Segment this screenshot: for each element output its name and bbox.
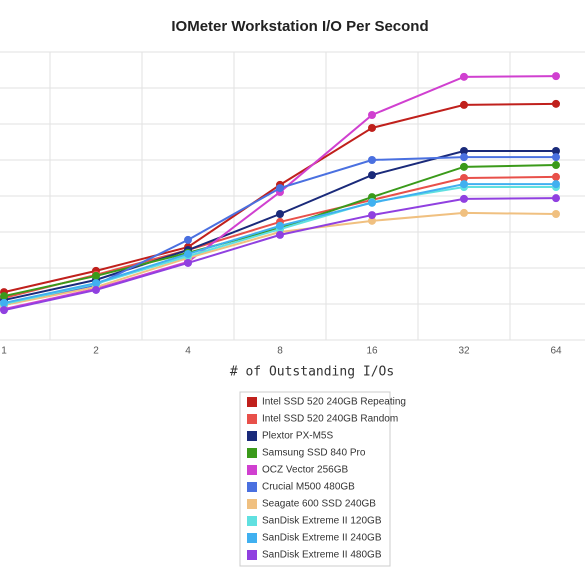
legend-swatch [247,550,257,560]
point [368,123,376,132]
legend-label: Crucial M500 480GB [262,482,355,493]
legend-label: SanDisk Extreme II 120GB [262,516,382,527]
point [460,100,468,109]
legend-swatch [247,533,257,543]
point [460,72,468,81]
series-line [3,186,556,305]
x-tick-label: 2 [93,346,99,357]
point [552,194,560,203]
point [460,194,468,203]
point [552,99,560,108]
point [368,171,376,180]
point [92,279,100,288]
point [92,271,100,280]
x-tick-label: 4 [185,346,191,357]
legend-swatch [247,397,257,407]
legend-swatch [247,482,257,492]
x-tick-label: 64 [550,346,562,357]
point [460,162,468,171]
point [0,298,8,307]
legend [239,391,391,567]
point [184,235,192,244]
series-line [3,183,556,304]
point [460,208,468,217]
legend-label: Intel SSD 520 240GB Random [262,414,398,425]
point [368,156,376,164]
x-axis-title: # of Outstanding I/Os [230,365,394,380]
legend-swatch [247,414,257,424]
point [276,210,284,218]
point [552,210,560,218]
point [0,292,8,301]
point [276,184,284,193]
x-tick-label: 16 [366,346,378,357]
chart-title: IOMeter Workstation I/O Per Second [171,18,428,35]
point [92,285,100,294]
point [368,198,376,207]
point [552,180,560,189]
point [460,153,468,162]
legend-label: OCZ Vector 256GB [262,465,348,476]
point [368,211,376,220]
legend-label: Plextor PX-M5S [262,431,333,442]
point [552,147,560,155]
x-tick-label: 32 [458,346,470,357]
legend-label: Samsung SSD 840 Pro [262,448,366,459]
point [276,230,284,239]
x-tick-label: 1 [1,346,7,357]
point [184,258,192,267]
point [552,172,560,181]
point [0,306,8,315]
legend-swatch [247,431,257,441]
point [552,153,560,162]
legend-label: Intel SSD 520 240GB Repeating [262,397,406,408]
point [368,216,376,225]
point [368,111,376,119]
legend-label: SanDisk Extreme II 480GB [262,550,382,561]
point [460,174,468,182]
point [460,180,468,189]
point [552,161,560,170]
point [276,221,284,230]
legend-swatch [247,499,257,509]
legend-swatch [247,516,257,526]
point [552,72,560,81]
x-tick-label: 8 [277,346,283,357]
point [460,147,468,155]
legend-label: Seagate 600 SSD 240GB [262,499,376,510]
point [184,249,192,258]
legend-label: SanDisk Extreme II 240GB [262,533,382,544]
legend-swatch [247,448,257,458]
legend-swatch [247,465,257,475]
